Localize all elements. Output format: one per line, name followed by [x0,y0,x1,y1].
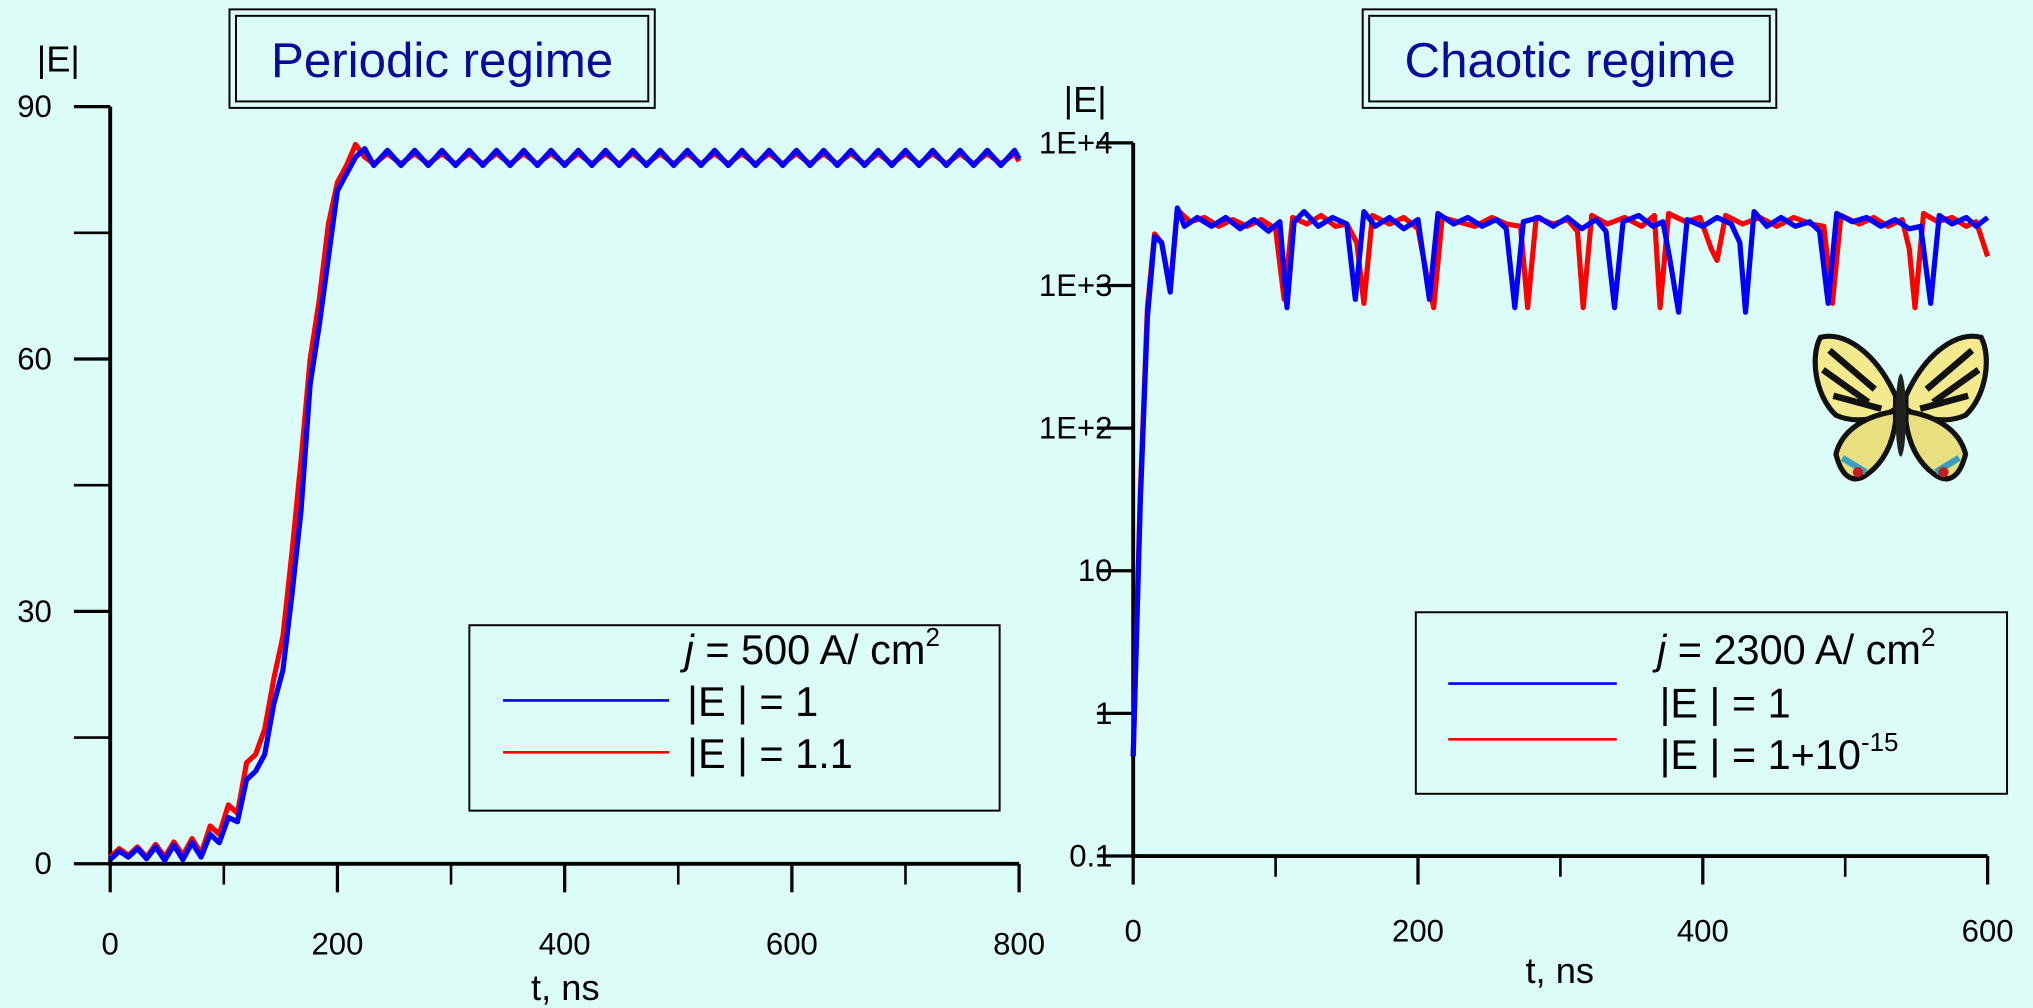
legend-label: |E | = 1.1 [687,730,853,777]
data-line [1130,205,1990,757]
chart-title: Periodic regime [271,33,613,88]
legend-label-text: |E | = 1 [687,678,818,725]
chart-title: Chaotic regime [1405,33,1736,88]
x-tick-label: 600 [1962,914,2014,949]
legend-label: |E | = 1 [687,678,818,725]
legend: j = 2300 A/ cm2|E | = 1|E | = 1+10-15 [1414,611,2009,795]
title-box: Periodic regime [228,8,656,109]
legend-title-sup: 2 [925,624,939,652]
legend-title: j = 500 A/ cm2 [680,624,940,673]
legend-title-text: = 2300 A/ cm [1666,626,1921,673]
x-tick-label: 600 [766,927,818,962]
plot: 0.1 1 10 1E+2 1E+3 1E+4 0 200 400 600 t, ns |E| j = … [1039,79,2014,991]
legend-title: j = 2300 A/ cm2 [1652,624,1935,673]
y-tick-label: 90 [17,89,52,124]
x-tick-label: 400 [1677,914,1729,949]
x-tick-label: 0 [102,927,119,962]
x-tick-label: 200 [1392,914,1444,949]
y-tick-label: 30 [17,594,52,629]
y-axis-label: |E| [37,39,80,80]
x-axis-label: t, ns [531,967,600,1008]
y-tick-label: 10 [1078,553,1113,588]
legend-label-sup: -15 [1861,729,1898,757]
data-line [108,146,1022,864]
legend-label-text: |E | = 1.1 [687,730,853,777]
legend-label-text: |E | = 1+10 [1660,731,1861,778]
y-tick-label: 0 [35,846,52,881]
x-tick-label: 800 [993,927,1045,962]
butterfly-icon [1812,333,1989,482]
y-tick-label: 1E+4 [1039,125,1113,160]
y-tick-label: 0.1 [1069,838,1112,873]
legend-label-text: |E | = 1 [1660,679,1791,726]
legend-box [1414,611,2009,795]
y-tick-label: 1E+2 [1039,411,1113,446]
legend-box [468,624,1001,812]
legend-title-sup: 2 [1921,624,1935,652]
y-tick-label: 1E+3 [1039,268,1113,303]
legend-title-symbol: j [1652,626,1668,673]
y-tick-label: 60 [17,341,52,376]
y-axis-label: |E| [1064,79,1107,120]
title-box: Chaotic regime [1361,8,1778,109]
x-axis-label: t, ns [1525,950,1594,991]
legend-title-text: = 500 A/ cm [694,626,926,673]
legend-label: |E | = 1 [1660,679,1791,726]
x-tick-label: 0 [1125,914,1142,949]
x-tick-label: 400 [539,927,591,962]
legend-label: |E | = 1+10-15 [1660,729,1899,778]
x-tick-label: 200 [311,927,363,962]
y-tick-label: 1 [1095,696,1112,731]
